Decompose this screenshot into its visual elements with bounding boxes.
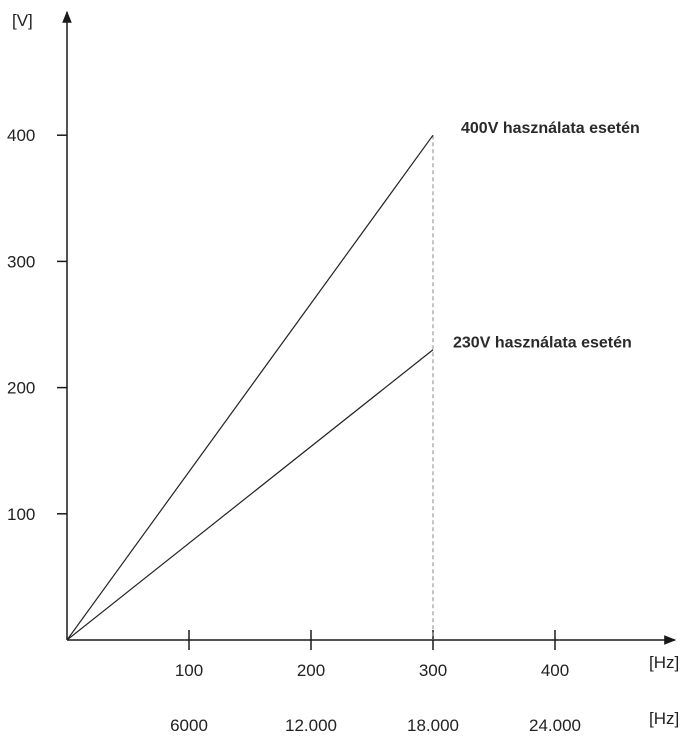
y-unit-label: [V] — [12, 11, 33, 30]
x2-tick-label-2: 12.000 — [285, 716, 337, 735]
series-line-1 — [66, 134, 434, 641]
series-labels: 400V használata esetén 230V használata es… — [453, 120, 640, 352]
series-label-2: 230V használata esetén — [453, 335, 632, 352]
x2-unit-label: [Hz] — [649, 709, 679, 728]
x-unit-label: [Hz] — [649, 653, 679, 672]
series-label-1: 400V használata esetén — [461, 120, 640, 137]
x2-tick-label-4: 24.000 — [529, 716, 581, 735]
series-lines — [66, 134, 434, 641]
y-tick-label-200: 200 — [7, 379, 35, 398]
series-line-2 — [66, 349, 434, 641]
x-tick-label-200: 200 — [297, 661, 325, 680]
x2-tick-label-3: 18.000 — [407, 716, 459, 735]
x2-tick-label-1: 6000 — [170, 716, 208, 735]
x-tick-label-100: 100 — [175, 661, 203, 680]
y-tick-label-100: 100 — [7, 505, 35, 524]
y-tick-label-400: 400 — [7, 126, 35, 145]
x-tick-label-400: 400 — [541, 661, 569, 680]
ticks: 100 200 300 400 100 6000 200 12.000 300 18.000 400… — [7, 126, 581, 735]
y-tick-label-300: 300 — [7, 252, 35, 271]
x-tick-label-300: 300 — [419, 661, 447, 680]
